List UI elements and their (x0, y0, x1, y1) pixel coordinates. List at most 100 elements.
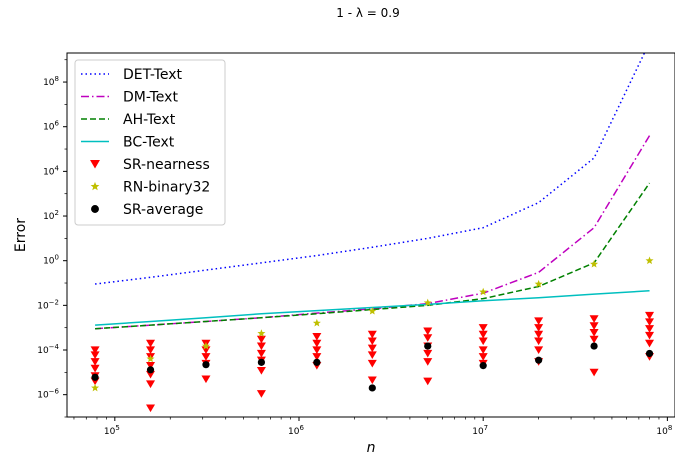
point-sr-nearness (256, 366, 266, 375)
point-sr-nearness (534, 337, 544, 346)
chart-title: 1 - λ = 0.9 (336, 6, 399, 20)
y-axis-label: Error (13, 218, 29, 252)
point-sr-nearness (90, 351, 100, 360)
line-ah-text (95, 182, 651, 330)
legend-label-sr-average: SR-average (123, 202, 203, 218)
x-axis: 105 106 107 108 (73, 417, 672, 437)
legend-label-sr-nearness: SR-nearness (123, 157, 210, 173)
x-tick-label: 108 (656, 424, 672, 437)
point-sr-nearness (367, 351, 377, 360)
point-sr-nearness (534, 324, 544, 332)
x-tick-label: 107 (472, 424, 488, 437)
series-markers (90, 256, 655, 413)
point-sr-average (257, 358, 266, 366)
point-sr-average (645, 349, 654, 358)
y-tick-label: 100 (43, 254, 59, 267)
point-rn-binary32 (645, 256, 654, 265)
point-sr-nearness (589, 315, 599, 323)
point-sr-nearness (312, 346, 322, 355)
point-sr-nearness (256, 390, 266, 398)
point-sr-nearness (367, 330, 377, 339)
point-sr-nearness (534, 317, 544, 326)
point-rn-binary32 (479, 287, 488, 296)
plot-area (90, 52, 655, 413)
y-tick-label: 10−6 (37, 388, 59, 401)
point-sr-nearness (423, 349, 433, 358)
point-rn-binary32 (368, 306, 377, 315)
legend-label-rn-binary32: RN-binary32 (123, 180, 210, 196)
point-sr-nearness (146, 370, 156, 379)
line-det-text (94, 52, 646, 285)
y-tick-label: 10−4 (37, 343, 59, 356)
point-sr-nearness (478, 337, 488, 346)
y-tick-label: 108 (43, 75, 59, 88)
point-sr-average (313, 358, 321, 366)
point-sr-nearness (478, 324, 488, 332)
point-sr-nearness (256, 342, 266, 351)
point-sr-nearness (367, 337, 377, 346)
point-rn-binary32 (146, 354, 155, 363)
point-sr-nearness (90, 346, 100, 355)
point-sr-nearness (312, 353, 322, 361)
point-sr-nearness (478, 330, 488, 339)
point-sr-nearness (367, 376, 377, 385)
legend-swatch-sr-nearness (90, 160, 100, 169)
legend-swatch-rn-binary32 (90, 181, 100, 191)
point-rn-binary32 (312, 318, 321, 327)
point-sr-average (424, 342, 432, 350)
point-sr-average (535, 356, 543, 364)
point-sr-nearness (146, 346, 156, 355)
point-rn-binary32 (257, 329, 266, 337)
point-sr-nearness (256, 335, 266, 344)
point-sr-nearness (645, 339, 655, 348)
point-sr-nearness (367, 359, 377, 368)
legend-label-det-text: DET-Text (123, 67, 182, 83)
point-sr-nearness (312, 339, 322, 348)
point-sr-nearness (90, 364, 100, 373)
y-tick-label: 10−2 (37, 298, 59, 311)
x-tick-label: 106 (288, 424, 304, 437)
point-sr-nearness (645, 311, 655, 320)
point-sr-average (479, 362, 487, 370)
point-sr-nearness (589, 329, 599, 337)
point-sr-nearness (146, 380, 156, 389)
y-tick-label: 106 (43, 120, 59, 133)
point-sr-nearness (146, 362, 156, 370)
point-sr-nearness (478, 353, 488, 361)
point-sr-nearness (423, 377, 433, 386)
point-sr-average (91, 373, 99, 381)
point-sr-nearness (201, 375, 211, 384)
point-sr-nearness (589, 322, 599, 330)
point-sr-nearness (645, 331, 655, 340)
y-tick-label: 104 (43, 164, 59, 177)
point-rn-binary32 (201, 341, 210, 350)
point-sr-average (590, 342, 598, 350)
y-axis: 10−6 10−4 10−2 100 102 104 106 108 (37, 59, 67, 418)
plot-frame (66, 52, 675, 418)
point-sr-nearness (146, 404, 156, 413)
point-sr-average (202, 361, 210, 369)
point-sr-nearness (423, 334, 433, 342)
legend-label-bc-text: BC-Text (123, 135, 175, 151)
point-sr-nearness (534, 346, 544, 355)
point-sr-nearness (645, 325, 655, 333)
legend-swatch-sr-average (91, 205, 99, 213)
point-sr-nearness (423, 327, 433, 336)
point-sr-average (146, 366, 155, 374)
point-sr-nearness (478, 346, 488, 355)
point-sr-nearness (645, 318, 655, 327)
point-rn-binary32 (91, 383, 100, 392)
point-rn-binary32 (423, 298, 432, 307)
legend-label-ah-text: AH-Text (123, 112, 176, 128)
point-rn-binary32 (590, 259, 599, 268)
point-sr-nearness (90, 358, 100, 366)
point-sr-average (368, 384, 376, 392)
point-sr-nearness (201, 353, 211, 361)
y-tick-label: 102 (43, 209, 59, 222)
legend-box (74, 59, 226, 226)
legend-label-dm-text: DM-Text (123, 90, 178, 106)
point-sr-nearness (589, 368, 599, 377)
point-sr-nearness (534, 330, 544, 339)
x-tick-label: 105 (104, 424, 120, 437)
